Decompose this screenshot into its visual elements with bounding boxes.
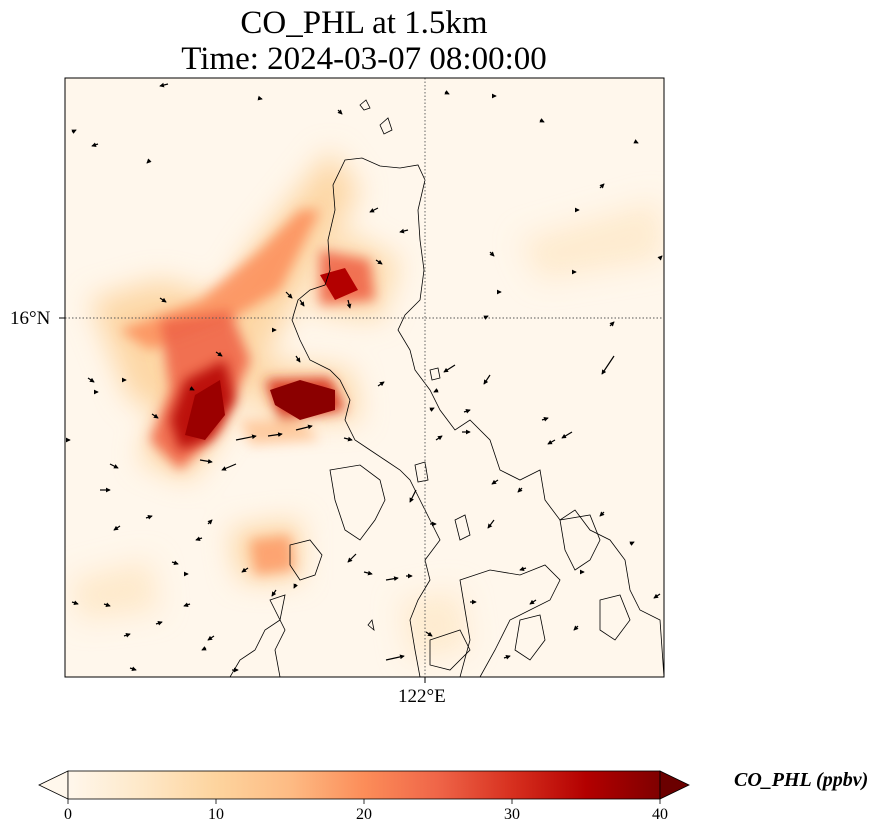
wind-vector-arrow <box>285 291 293 299</box>
wind-vector-arrow <box>215 351 223 357</box>
wind-vector-arrow <box>573 625 579 631</box>
wind-vector-arrow <box>609 321 615 327</box>
wind-vector-arrow <box>337 109 343 115</box>
wind-vector-arrow <box>71 600 79 606</box>
wind-vector-arrow <box>343 436 353 442</box>
wind-vector-arrow <box>503 654 511 660</box>
wind-vector-arrow <box>483 374 491 385</box>
wind-vector-arrow <box>517 487 523 493</box>
wind-vector-arrow <box>159 82 169 88</box>
wind-vector-arrow <box>425 631 433 637</box>
wind-vector-arrow <box>113 525 121 531</box>
wind-vector-arrow <box>91 142 99 148</box>
wind-vector-arrow <box>629 541 635 546</box>
wind-vector-arrow <box>399 228 409 234</box>
wind-vector-arrow <box>199 458 213 464</box>
wind-vector-arrow <box>491 479 499 485</box>
wind-vector-arrow <box>109 463 119 469</box>
map-frame <box>64 77 665 678</box>
wind-vector-arrow <box>207 635 215 641</box>
wind-vector-arrow <box>443 364 456 373</box>
wind-vector-arrow <box>541 416 549 422</box>
wind-vector-arrow <box>151 413 159 419</box>
wind-vector-arrow <box>657 255 663 261</box>
colorbar-label: CO_PHL (ppbv) <box>734 769 869 791</box>
wind-vector-arrow <box>433 388 439 393</box>
wind-vector-arrow <box>487 519 495 529</box>
coastlines <box>229 99 664 677</box>
wind-vector-arrow <box>653 593 661 599</box>
wind-vector-arrow <box>463 408 471 414</box>
wind-vector-arrow <box>377 381 385 387</box>
wind-vector-arrow <box>293 583 298 589</box>
wind-vector-arrow <box>519 566 527 572</box>
wind-vector-field <box>66 82 663 673</box>
wind-vector-arrow <box>87 377 95 383</box>
wind-vector-arrow <box>171 560 179 566</box>
wind-vector-arrow <box>103 602 111 608</box>
wind-vector-arrow <box>375 259 383 265</box>
wind-vector-arrow <box>599 183 605 189</box>
wind-vector-arrow <box>145 514 153 520</box>
colorbar-tick-label: 30 <box>504 806 520 823</box>
wind-vector-arrow <box>346 299 352 309</box>
wind-vector-arrow <box>201 646 207 651</box>
wind-vector-arrow <box>489 251 495 257</box>
wind-vector-arrow <box>539 118 545 123</box>
wind-vector-arrow <box>529 599 537 605</box>
plot-title-time: Time: 2024-03-07 08:00:00 <box>181 41 547 77</box>
wind-vector-arrow <box>129 666 137 672</box>
wind-vector-arrow <box>561 431 573 439</box>
wind-vector-arrow <box>271 589 277 597</box>
wind-vector-arrow <box>123 632 131 638</box>
wind-vector-arrow <box>369 207 379 213</box>
wind-vector-arrow <box>207 519 213 525</box>
wind-vector-arrow <box>409 489 417 503</box>
colorbar-extend-max <box>659 770 690 800</box>
wind-vector-arrow <box>633 139 639 144</box>
colorbar-tick-label: 20 <box>356 806 372 823</box>
co-concentration-field <box>70 150 664 660</box>
wind-vector-arrow <box>295 424 313 431</box>
wind-vector-arrow <box>385 576 399 582</box>
wind-vector-arrow <box>267 432 283 437</box>
wind-vector-arrow <box>363 570 373 576</box>
colorbar-gradient <box>67 770 661 800</box>
wind-vector-arrow <box>71 129 77 134</box>
longitude-tick-label: 122°E <box>398 686 446 707</box>
wind-vector-arrow <box>241 567 249 573</box>
wind-vector-arrow <box>221 463 237 471</box>
wind-vector-arrow <box>483 315 489 320</box>
wind-vector-arrow <box>146 158 152 164</box>
wind-vector-arrow <box>183 602 191 608</box>
colorbar-tick-label: 0 <box>64 806 72 823</box>
wind-vector-arrow <box>435 435 443 441</box>
latitude-tick-label: 16°N <box>10 308 51 329</box>
wind-vector-arrow <box>547 439 556 445</box>
wind-vector-arrow <box>429 407 435 412</box>
wind-vector-arrow <box>295 355 301 363</box>
colorbar-tick-label: 40 <box>652 806 668 823</box>
wind-vector-arrow <box>257 95 263 101</box>
wind-vector-arrow <box>444 90 450 95</box>
wind-vector-arrow <box>385 654 405 661</box>
plot-title-variable: CO_PHL at 1.5km <box>240 5 488 41</box>
wind-vector-arrow <box>159 297 167 303</box>
wind-vector-arrow <box>195 536 203 542</box>
wind-vector-arrow <box>155 620 163 626</box>
wind-vector-arrow <box>599 511 605 517</box>
wind-vector-arrow <box>601 355 615 375</box>
wind-vector-arrow <box>189 386 195 391</box>
wind-vector-arrow <box>235 434 257 441</box>
wind-vector-arrow <box>299 299 305 307</box>
wind-vector-arrow <box>347 553 357 563</box>
colorbar-tick-label: 10 <box>208 806 224 823</box>
colorbar-extend-min <box>38 770 69 800</box>
